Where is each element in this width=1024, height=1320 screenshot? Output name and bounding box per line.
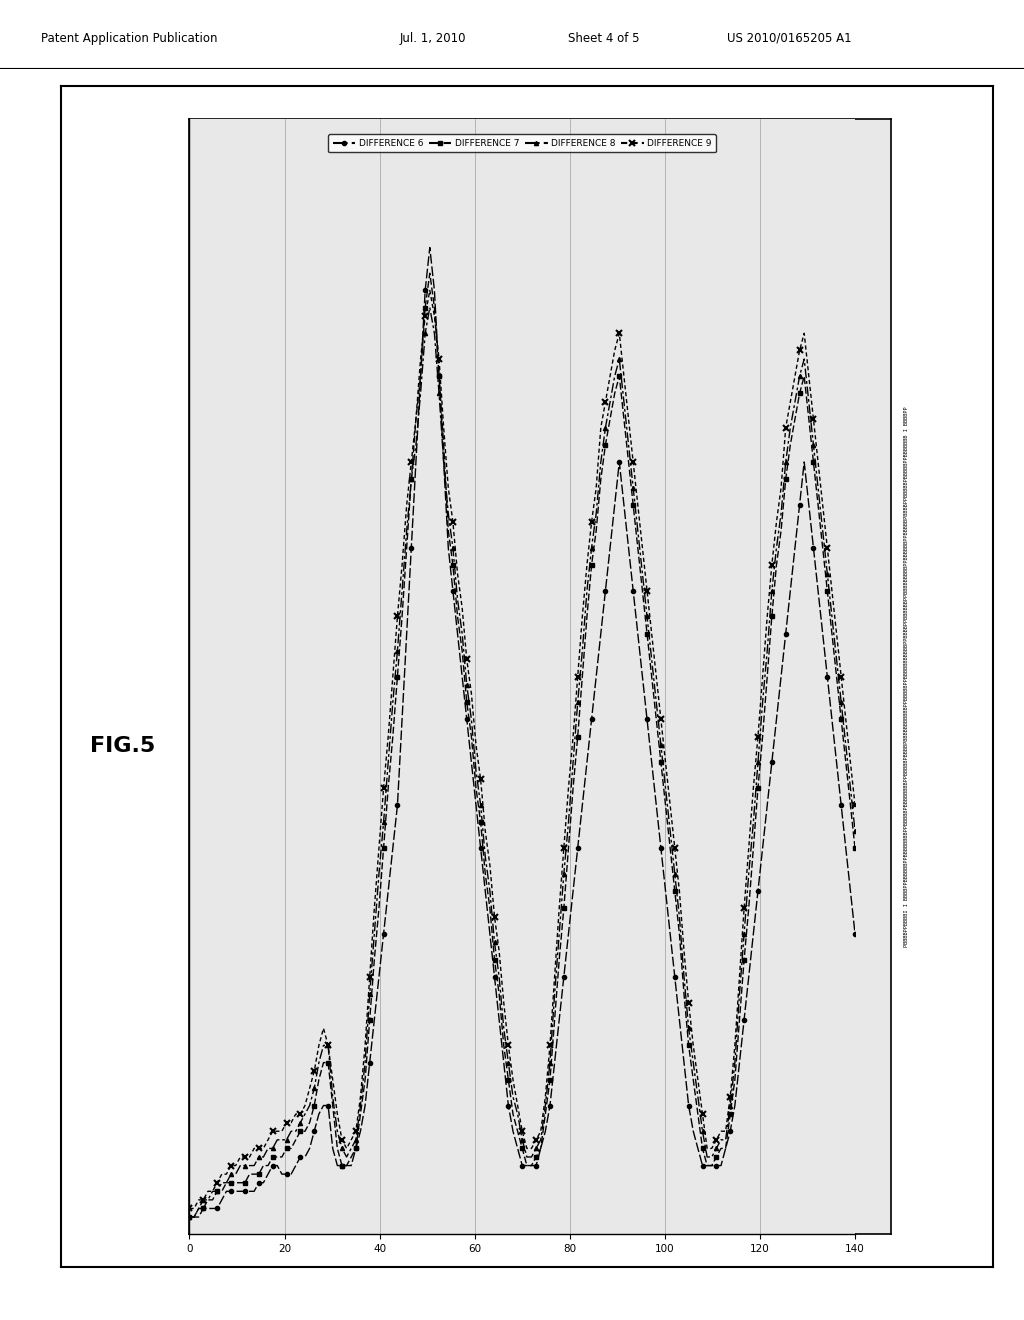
DIFFERENCE 9 — [711, 1131, 723, 1147]
DIFFERENCE 7 — [711, 1148, 723, 1166]
DIFFERENCE 6 — [188, 1209, 201, 1225]
DIFFERENCE 7 — [183, 1209, 196, 1225]
DIFFERENCE 8 — [188, 1209, 201, 1225]
DIFFERENCE 8 — [424, 300, 436, 315]
DIFFERENCE 8 — [183, 1209, 196, 1225]
DIFFERENCE 6 — [711, 1158, 723, 1173]
DIFFERENCE 7 — [807, 454, 819, 470]
Text: FIG.5: FIG.5 — [90, 735, 156, 756]
DIFFERENCE 9 — [571, 668, 584, 684]
DIFFERENCE 9 — [849, 797, 861, 813]
DIFFERENCE 6 — [849, 927, 861, 942]
DIFFERENCE 9 — [188, 1201, 201, 1217]
DIFFERENCE 8 — [216, 1175, 228, 1191]
DIFFERENCE 6 — [571, 840, 584, 855]
Text: Sheet 4 of 5: Sheet 4 of 5 — [568, 32, 640, 45]
Text: Jul. 1, 2010: Jul. 1, 2010 — [399, 32, 466, 45]
DIFFERENCE 6 — [424, 240, 436, 256]
DIFFERENCE 9 — [692, 1072, 705, 1088]
DIFFERENCE 8 — [711, 1140, 723, 1156]
DIFFERENCE 9 — [424, 282, 436, 298]
DIFFERENCE 9 — [183, 1201, 196, 1217]
DIFFERENCE 7 — [571, 729, 584, 744]
DIFFERENCE 7 — [216, 1183, 228, 1199]
DIFFERENCE 6 — [183, 1209, 196, 1225]
DIFFERENCE 7 — [849, 840, 861, 855]
Line: DIFFERENCE 9: DIFFERENCE 9 — [186, 288, 858, 1212]
Text: Patent Application Publication: Patent Application Publication — [41, 32, 217, 45]
DIFFERENCE 6 — [216, 1192, 228, 1208]
Line: DIFFERENCE 7: DIFFERENCE 7 — [187, 271, 857, 1220]
DIFFERENCE 9 — [216, 1167, 228, 1183]
DIFFERENCE 9 — [807, 412, 819, 428]
Text: PBBBBPPBBBBI I BBBBPPBBBBBBPPBBBBBBBBPPBBBBBPBBBBBBBBPPBBBBBPBBBBPBBBBBBBBBBBPPB: PBBBBPPBBBBI I BBBBPPBBBBBBPPBBBBBBBBPPB… — [904, 407, 908, 946]
DIFFERENCE 7 — [188, 1209, 201, 1225]
DIFFERENCE 7 — [424, 265, 436, 281]
DIFFERENCE 8 — [849, 824, 861, 840]
Text: US 2010/0165205 A1: US 2010/0165205 A1 — [727, 32, 852, 45]
DIFFERENCE 8 — [807, 437, 819, 453]
Line: DIFFERENCE 6: DIFFERENCE 6 — [187, 246, 857, 1220]
DIFFERENCE 7 — [692, 1106, 705, 1122]
DIFFERENCE 8 — [692, 1089, 705, 1105]
Legend: DIFFERENCE 6, DIFFERENCE 7, DIFFERENCE 8, DIFFERENCE 9: DIFFERENCE 6, DIFFERENCE 7, DIFFERENCE 8… — [329, 135, 716, 153]
DIFFERENCE 8 — [571, 694, 584, 710]
DIFFERENCE 6 — [807, 540, 819, 556]
Line: DIFFERENCE 8: DIFFERENCE 8 — [187, 305, 857, 1220]
DIFFERENCE 6 — [692, 1140, 705, 1156]
